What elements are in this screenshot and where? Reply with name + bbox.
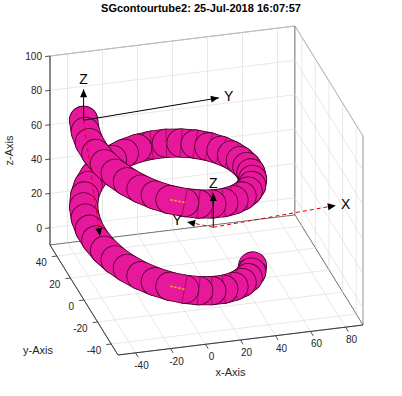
tick [45, 227, 50, 229]
grid-line [295, 60, 363, 170]
frame-label: Y [173, 212, 183, 228]
grid-line [70, 248, 315, 278]
tick-label: 40 [31, 154, 43, 165]
tick [52, 256, 57, 258]
tick-label: 60 [311, 338, 323, 349]
grid-line [315, 59, 316, 248]
grid-line [301, 37, 302, 226]
tick [136, 353, 139, 357]
frame-label: Z [79, 71, 88, 87]
frame-arrowhead [80, 89, 87, 97]
grid [50, 26, 363, 353]
tick-label: 80 [31, 85, 43, 96]
grid-line [295, 26, 363, 136]
grid-line [295, 95, 363, 205]
axis-line [50, 56, 51, 245]
tick-label: 60 [31, 120, 43, 131]
axes: -40-20020406080-40-2002040020406080100 [25, 51, 363, 371]
contour-line [153, 278, 190, 300]
tick [66, 278, 71, 280]
floor-marks [153, 278, 190, 300]
tube-edge [170, 286, 185, 289]
tick [45, 124, 50, 126]
axis-title: x-Axis [216, 366, 246, 378]
tick [241, 340, 244, 344]
box-walls [50, 26, 363, 355]
grid-line [329, 81, 330, 270]
frame-arrowhead [327, 203, 335, 210]
grid-line [50, 60, 295, 90]
chart-root: -40-20020406080-40-2002040020406080100ZY… [0, 0, 402, 396]
tick-label: 20 [31, 188, 43, 199]
plot-area [69, 112, 267, 304]
tick-label: -20 [73, 323, 88, 334]
tube-centerline [170, 200, 185, 203]
frame-label: Y [224, 88, 234, 104]
tick [171, 349, 174, 353]
frame-label: X [341, 196, 351, 212]
tick [79, 300, 84, 302]
tick-label: 0 [36, 223, 42, 234]
chart-title: SGcontourtube2: 25-Jul-2018 16:07:57 [101, 2, 301, 14]
frame-axis [84, 98, 219, 120]
axis-title: z-Axis [3, 135, 15, 165]
axis-title: y-Axis [23, 344, 53, 356]
grid-line [50, 26, 295, 56]
tick-label: -40 [87, 345, 102, 356]
grid-line [295, 163, 363, 273]
tube-segment [170, 200, 185, 203]
tick [45, 90, 50, 92]
tick [311, 331, 314, 335]
grid-line [138, 234, 206, 344]
tick [346, 327, 349, 331]
tick [106, 344, 111, 346]
tick [45, 193, 50, 195]
tube-segment [170, 286, 185, 289]
tube-piece [170, 276, 187, 303]
tick-label: -20 [169, 356, 184, 367]
frame-arrowhead [210, 193, 217, 201]
tube-centerline [170, 286, 185, 289]
tick-label: 20 [49, 279, 61, 290]
frame-label: Z [209, 175, 218, 191]
tick-label: 40 [276, 343, 288, 354]
frame-arrowhead [187, 220, 196, 227]
tick [276, 336, 279, 340]
grid-line [277, 28, 278, 217]
tick [45, 56, 50, 58]
tube-edge [170, 200, 185, 203]
box-face [50, 26, 295, 245]
frame-arrowhead [210, 96, 218, 103]
tube [69, 112, 267, 304]
box-face [50, 215, 363, 355]
grid-line [295, 198, 363, 308]
tick-label: 0 [68, 301, 74, 312]
frame-axis [213, 205, 335, 227]
frame-arrowhead [95, 228, 102, 236]
grid-line [295, 129, 363, 239]
grid-line [67, 54, 68, 243]
tick [45, 159, 50, 161]
tick-label: 40 [36, 257, 48, 268]
tick [93, 322, 98, 324]
tick-label: 80 [346, 334, 358, 345]
tick-label: 100 [25, 51, 42, 62]
tick-label: 0 [209, 351, 215, 362]
background [0, 0, 402, 396]
tick-label: 20 [241, 347, 253, 358]
tick [206, 344, 209, 348]
frames: Z Y Z Y X [79, 71, 351, 236]
grid-line [356, 125, 357, 314]
frame-axis [84, 120, 100, 236]
tick-label: -40 [134, 360, 149, 371]
